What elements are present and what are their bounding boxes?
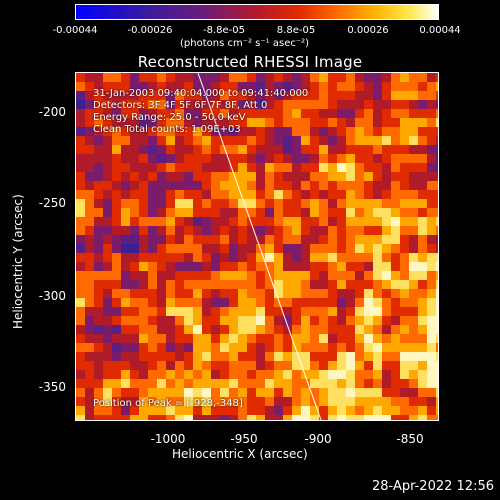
annotation-detectors: Detectors: 3F 4F 5F 6F 7F 8F, Att 0	[93, 100, 268, 111]
y-tick-label: -300	[38, 289, 66, 303]
solar-limb-line	[197, 73, 322, 420]
colorbar-units: (photons cm⁻² s⁻¹ asec⁻²)	[180, 38, 310, 49]
annotation-clean: Clean Total counts: 1.09E+03	[93, 124, 241, 135]
image-title: Reconstructed RHESSI Image	[137, 53, 363, 71]
colorbar-tick: 0.00044	[419, 25, 461, 36]
colorbar-tick: 0.00026	[347, 25, 389, 36]
y-tick-label: -200	[38, 105, 66, 119]
colorbar-tick: 8.8e-05	[276, 25, 316, 36]
x-axis-label: Heliocentric X (arcsec)	[172, 447, 308, 461]
y-tick-label: -350	[38, 380, 66, 394]
colorbar	[75, 4, 439, 20]
x-tick-label: -950	[230, 432, 258, 446]
x-tick-label: -850	[396, 432, 424, 446]
x-tick-label: -1000	[150, 432, 186, 446]
image-heatmap	[76, 73, 438, 420]
x-tick-label: -900	[304, 432, 332, 446]
colorbar-tick: -0.00026	[127, 25, 173, 36]
annotation-energy: Energy Range: 25.0 - 50.0 keV	[93, 112, 246, 123]
y-tick-label: -250	[38, 196, 66, 210]
annotation-peak: Position of Peak = [-928,-348]	[93, 398, 243, 409]
y-axis-label: Heliocentric Y (arcsec)	[11, 194, 25, 329]
timestamp: 28-Apr-2022 12:56	[372, 479, 494, 494]
annotation-time: 31-Jan-2003 09:40:04.000 to 09:41:40.000	[93, 88, 309, 99]
colorbar-tick: -8.8e-05	[203, 25, 245, 36]
colorbar-tick: -0.00044	[52, 25, 98, 36]
rhessi-image	[75, 72, 439, 421]
